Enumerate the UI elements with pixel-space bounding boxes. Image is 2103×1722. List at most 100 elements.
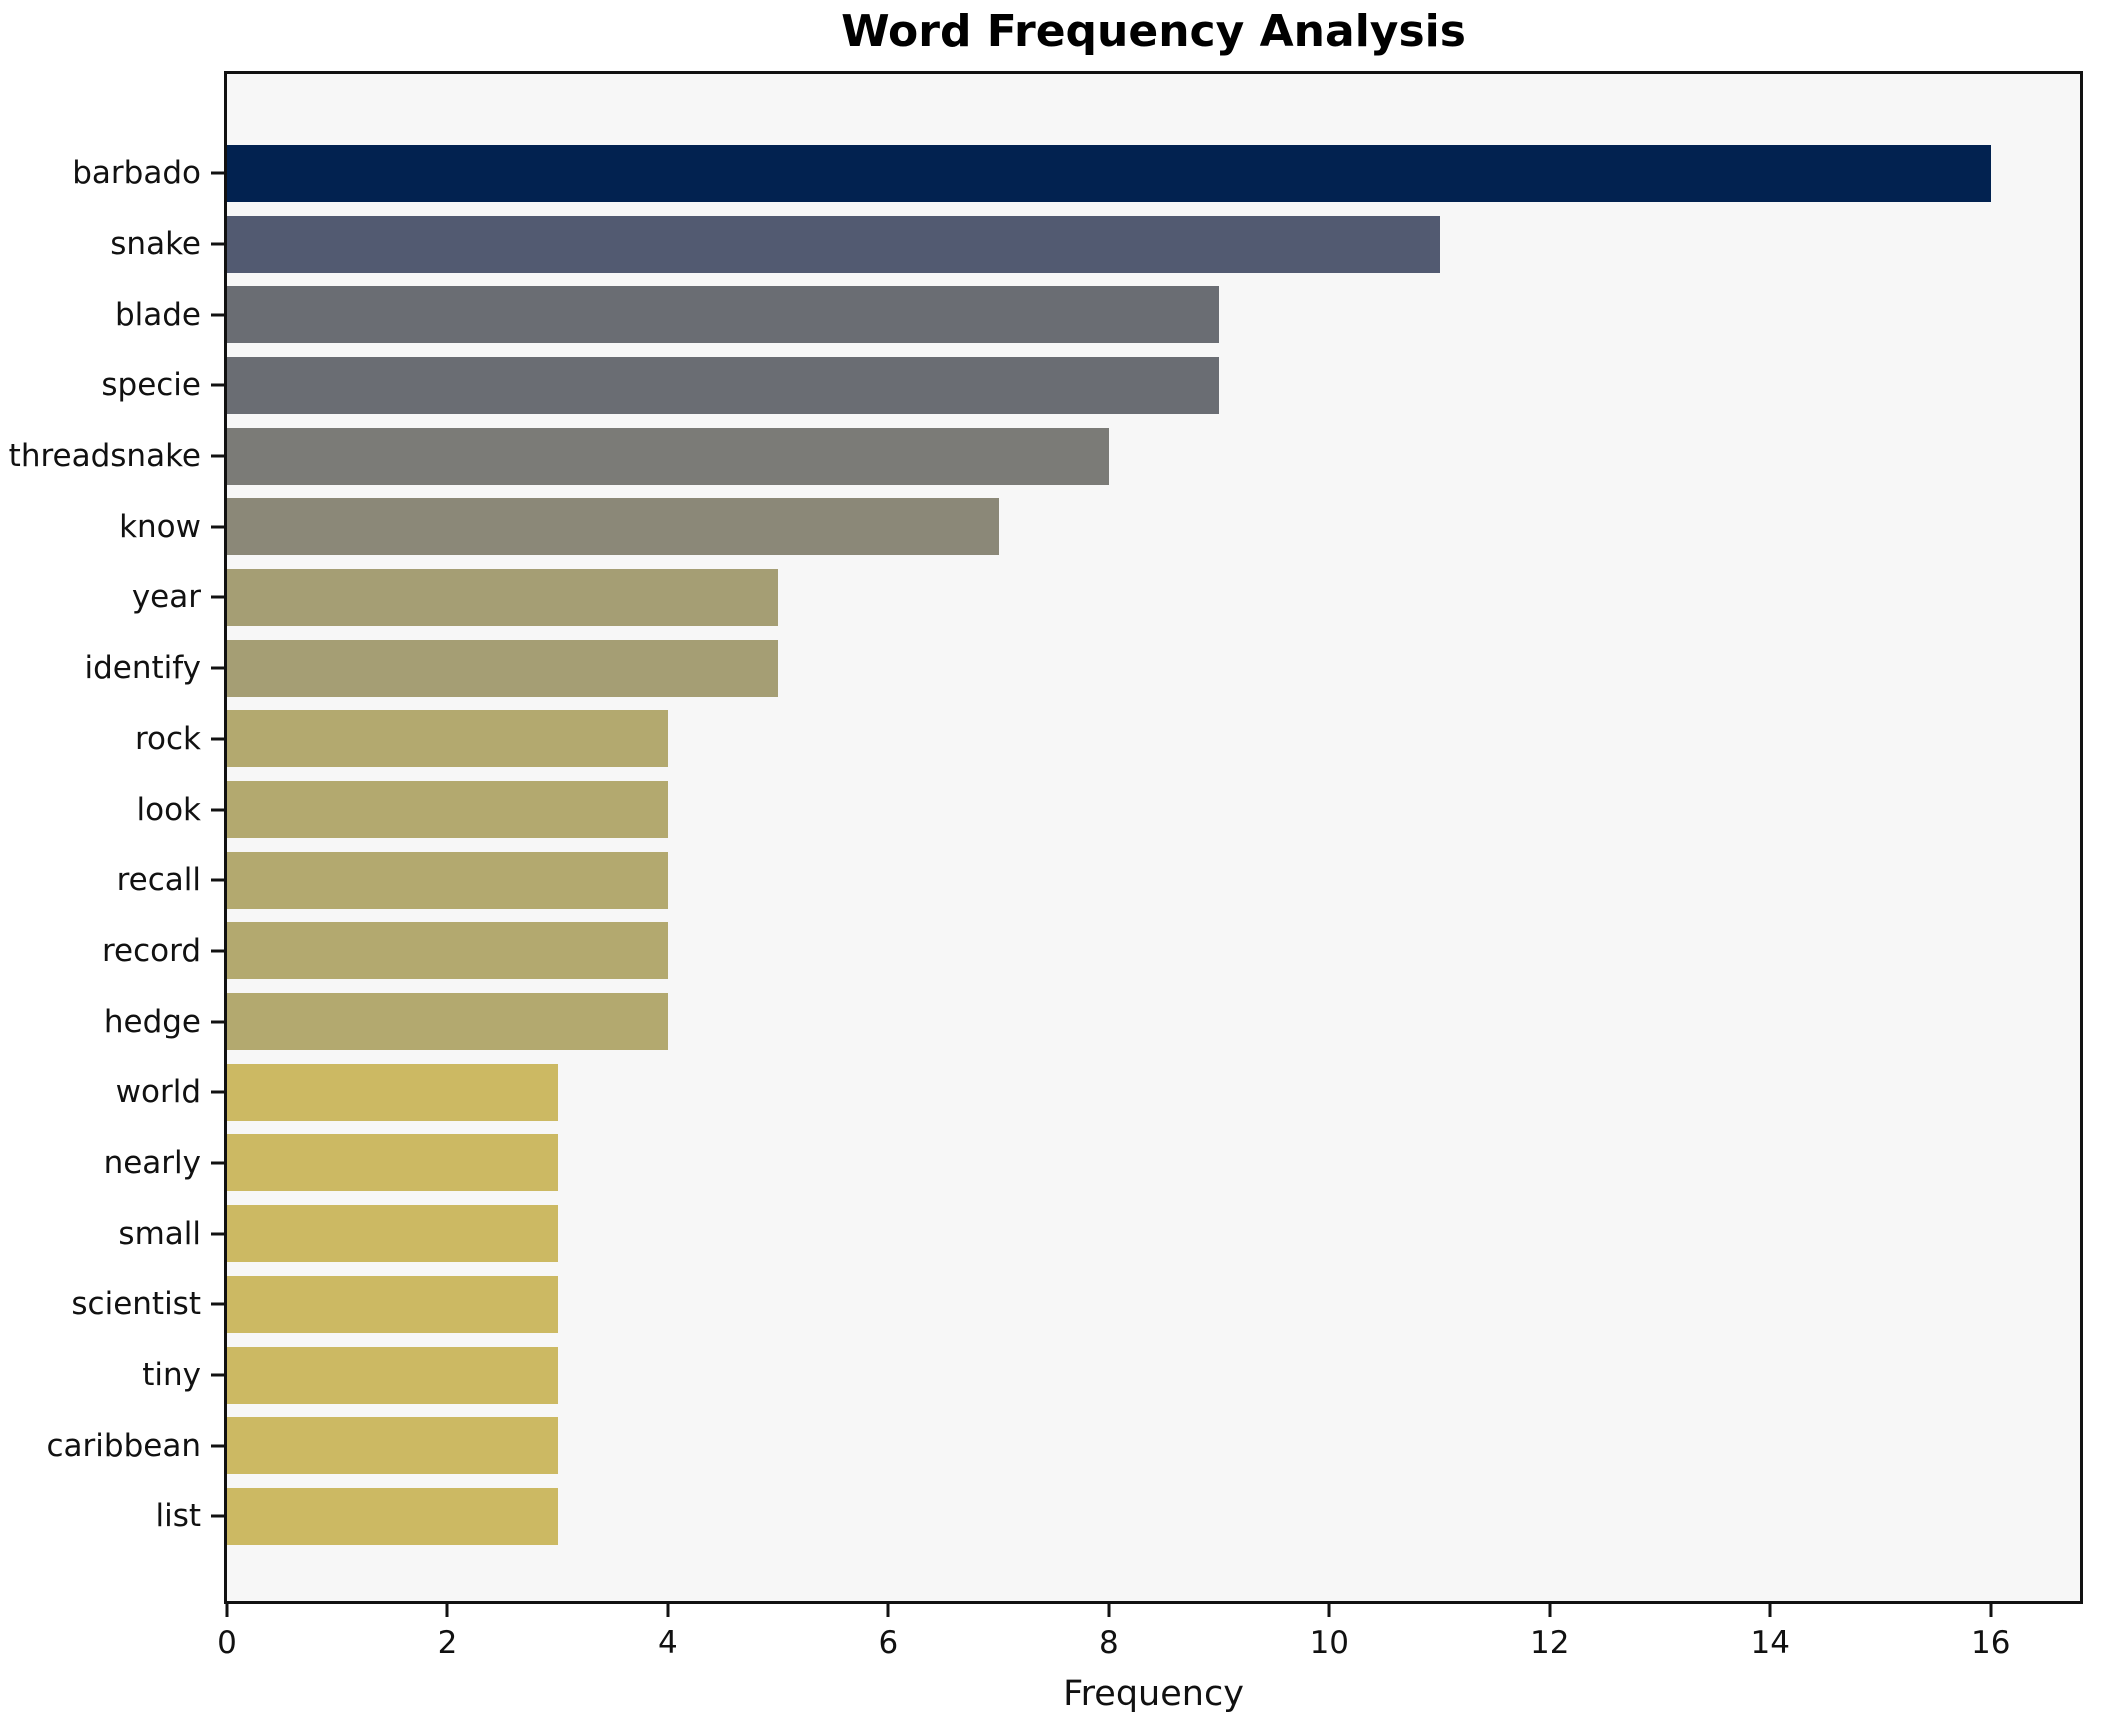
bar-world: [227, 1063, 558, 1121]
bar-look: [227, 781, 668, 839]
y-axis-label: specie: [101, 367, 201, 404]
bar-year: [227, 568, 779, 626]
chart-row: specie: [101, 350, 2080, 421]
x-tick-label: 14: [1750, 1625, 1790, 1661]
x-tick-label: 2: [437, 1625, 458, 1661]
y-axis-label: scientist: [71, 1286, 201, 1323]
y-tick-mark: [211, 383, 224, 387]
y-axis-label: small: [118, 1215, 201, 1252]
chart-row: barbado: [72, 138, 2080, 209]
x-tick-label: 16: [1970, 1625, 2011, 1661]
y-tick-mark: [211, 737, 224, 741]
y-axis-label: rock: [134, 720, 201, 757]
y-tick-mark: [211, 1020, 224, 1024]
x-tick-mark: [666, 1604, 670, 1617]
y-tick-mark: [211, 595, 224, 599]
y-tick-mark: [211, 949, 224, 953]
y-tick-mark: [211, 878, 224, 882]
bar-threadsnake: [227, 427, 1109, 485]
chart-row: record: [102, 916, 2080, 987]
y-tick-mark: [211, 1373, 224, 1377]
chart-row: caribbean: [47, 1410, 2080, 1481]
x-tick-label: 6: [878, 1625, 899, 1661]
y-axis-label: list: [155, 1498, 201, 1535]
y-tick-mark: [211, 666, 224, 670]
x-tick-mark: [1327, 1604, 1331, 1617]
x-axis-title: Frequency: [1063, 1674, 1244, 1714]
chart-row: world: [116, 1057, 2080, 1128]
y-axis-label: know: [119, 508, 201, 545]
y-tick-mark: [211, 808, 224, 812]
y-axis-label: caribbean: [46, 1427, 201, 1464]
bar-snake: [227, 215, 1440, 273]
x-tick-label: 0: [217, 1625, 237, 1661]
bar-blade: [227, 286, 1220, 344]
y-axis-label: snake: [110, 226, 201, 263]
chart-row: list: [155, 1481, 2080, 1552]
y-axis-label: record: [101, 932, 201, 969]
x-tick-mark: [1548, 1604, 1552, 1617]
bar-caribbean: [227, 1417, 558, 1475]
y-axis-label: year: [131, 579, 201, 616]
y-axis-label: blade: [114, 296, 201, 333]
chart-row: snake: [110, 209, 2080, 280]
bar-list: [227, 1487, 558, 1545]
chart-row: identify: [85, 633, 2080, 704]
x-tick-label: 12: [1530, 1625, 1570, 1661]
x-tick-label: 8: [1098, 1625, 1119, 1661]
chart-row: know: [119, 491, 2080, 562]
bar-barbado: [227, 144, 1991, 202]
bar-nearly: [227, 1134, 558, 1192]
chart-row: recall: [117, 845, 2080, 916]
bar-tiny: [227, 1346, 558, 1404]
chart-row: threadsnake: [9, 421, 2080, 492]
bar-hedge: [227, 993, 668, 1051]
y-tick-mark: [211, 525, 224, 529]
bar-small: [227, 1205, 558, 1263]
x-tick-mark: [886, 1604, 890, 1617]
chart-row: year: [132, 562, 2080, 633]
y-axis-label: identify: [84, 650, 202, 687]
x-tick-mark: [1989, 1604, 1993, 1617]
chart-row: scientist: [71, 1269, 2080, 1340]
bar-identify: [227, 639, 779, 697]
bar-record: [227, 922, 668, 980]
chart-row: hedge: [104, 986, 2080, 1057]
bar-know: [227, 498, 999, 556]
y-tick-mark: [211, 1444, 224, 1448]
y-tick-mark: [211, 1161, 224, 1165]
chart-row: look: [137, 774, 2080, 845]
y-tick-mark: [211, 242, 224, 246]
bar-rows-container: barbado snake blade specie threadsnake know ye…: [9, 74, 2080, 1601]
chart-row: blade: [115, 279, 2080, 350]
y-axis-label: barbado: [72, 155, 201, 192]
bar-scientist: [227, 1275, 558, 1333]
chart-row: rock: [135, 704, 2080, 775]
y-tick-mark: [211, 454, 224, 458]
y-tick-mark: [211, 313, 224, 317]
x-tick-label: 4: [658, 1625, 678, 1661]
y-tick-mark: [211, 1232, 224, 1236]
chart-row: nearly: [104, 1128, 2080, 1199]
x-tick-label: 10: [1309, 1625, 1350, 1661]
x-tick-mark: [1768, 1604, 1772, 1617]
y-axis-label: tiny: [142, 1357, 201, 1394]
plot-area: barbado snake blade specie threadsnake know ye…: [9, 71, 2083, 1661]
bar-specie: [227, 356, 1220, 414]
chart-title: Word Frequency Analysis: [841, 6, 1466, 57]
y-axis-label: world: [115, 1074, 201, 1111]
bar-rock: [227, 710, 668, 768]
y-tick-mark: [211, 171, 224, 175]
bar-recall: [227, 851, 668, 909]
y-axis-label: look: [136, 791, 202, 828]
y-axis-label: hedge: [103, 1003, 201, 1040]
chart-row: small: [118, 1198, 2080, 1269]
x-tick-mark: [225, 1604, 229, 1617]
y-axis-label: nearly: [103, 1144, 201, 1181]
y-axis-label: recall: [116, 862, 201, 899]
x-tick-mark: [1107, 1604, 1111, 1617]
chart-row: tiny: [142, 1340, 2080, 1411]
y-tick-mark: [211, 1090, 224, 1094]
y-tick-mark: [211, 1514, 224, 1518]
